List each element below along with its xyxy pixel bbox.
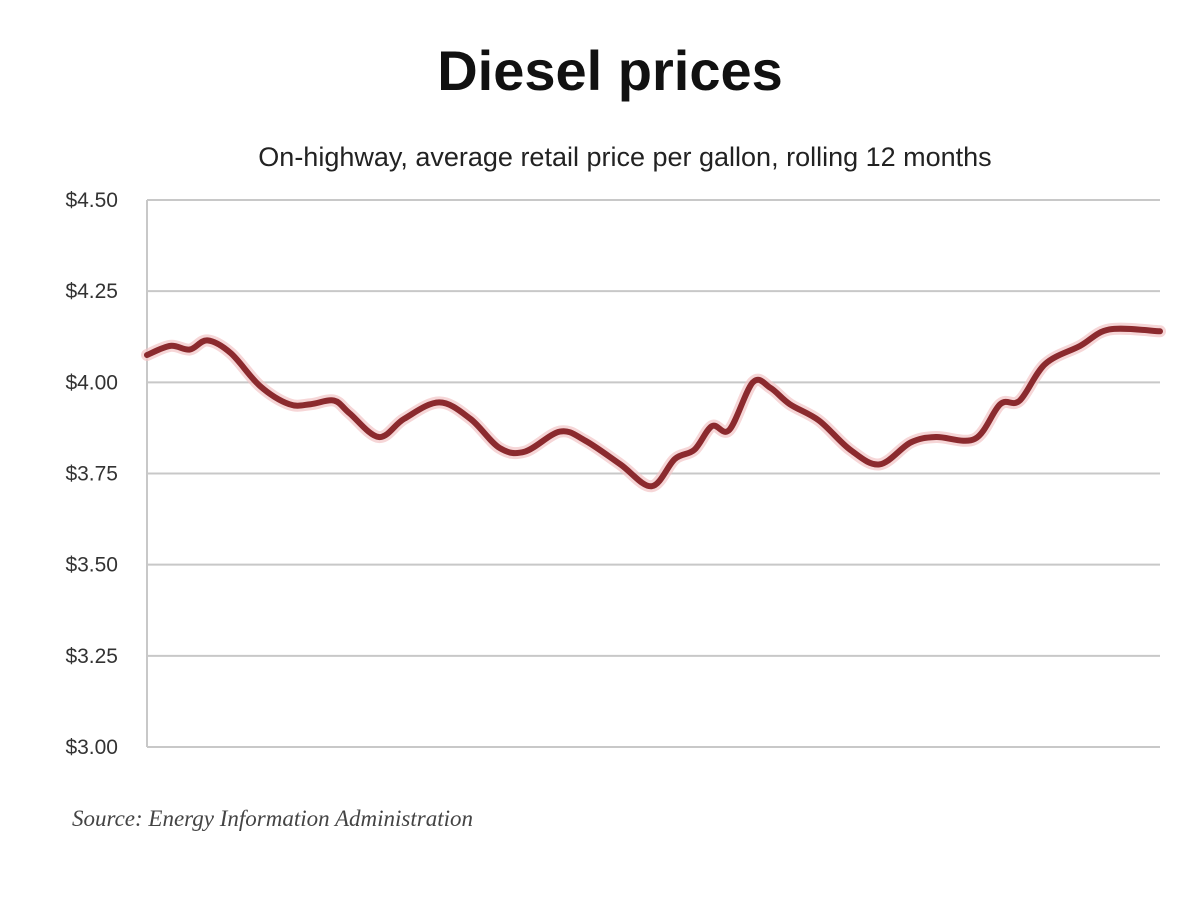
y-tick-label: $3.25	[65, 645, 118, 668]
y-tick-label: $3.00	[65, 736, 118, 759]
chart-subtitle: On-highway, average retail price per gal…	[258, 142, 992, 172]
y-tick-label: $4.25	[65, 280, 118, 303]
y-tick-label: $3.50	[65, 554, 118, 577]
chart-title: Diesel prices	[437, 39, 783, 102]
source-note: Source: Energy Information Administratio…	[72, 806, 473, 831]
y-tick-label: $4.00	[65, 371, 118, 394]
y-tick-label: $3.75	[65, 463, 118, 486]
y-tick-label: $4.50	[65, 189, 118, 212]
